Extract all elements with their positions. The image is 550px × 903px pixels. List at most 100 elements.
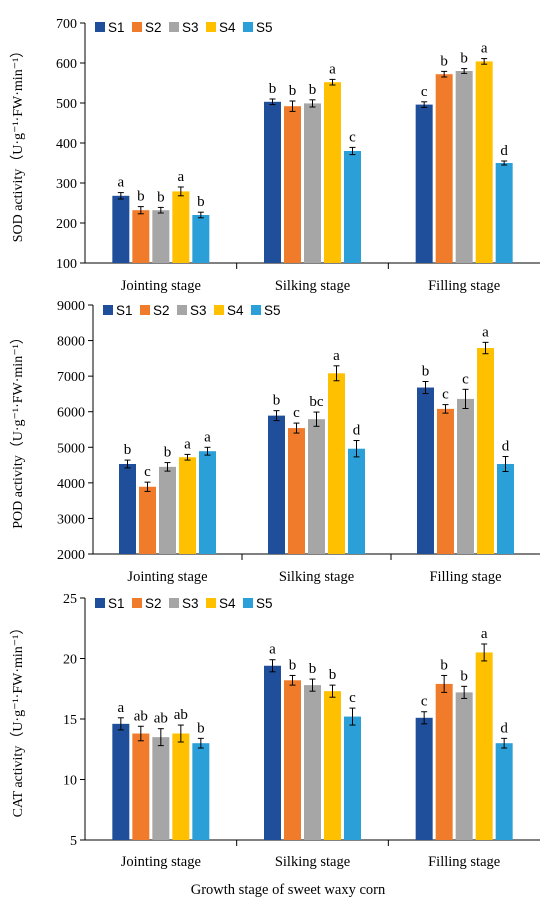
legend-label: S5: [264, 303, 281, 318]
significance-letter: a: [184, 436, 191, 452]
x-category-label: Filling stage: [428, 854, 500, 870]
significance-letter: a: [117, 700, 124, 716]
bar-s4: [172, 191, 190, 263]
bar-s3: [308, 419, 325, 554]
y-tick-label: 4000: [57, 477, 85, 492]
bar-s2: [435, 74, 453, 263]
bar-s2: [288, 428, 305, 554]
significance-letter: ab: [154, 711, 168, 727]
significance-letter: a: [269, 642, 276, 658]
significance-letter: b: [269, 81, 277, 97]
significance-letter: b: [460, 51, 468, 67]
bar-s4: [179, 457, 196, 554]
significance-letter: b: [124, 442, 132, 458]
bar-s5: [348, 448, 365, 554]
bar-s4: [475, 652, 493, 840]
x-category-label: Filling stage: [428, 278, 500, 294]
significance-letter: c: [421, 694, 428, 710]
significance-letter: d: [500, 143, 508, 159]
bar-s5: [192, 743, 210, 840]
y-tick-label: 2000: [57, 548, 85, 563]
legend-label: S4: [219, 596, 236, 611]
bar-s5: [497, 464, 514, 554]
y-tick-label: 5000: [57, 441, 85, 456]
bar-s2: [284, 680, 301, 840]
bar-s5: [192, 215, 210, 263]
x-category-label: Jointing stage: [127, 569, 207, 585]
legend: S1 S2 S3 S4 S5: [103, 303, 281, 318]
bar-s1: [264, 665, 281, 840]
legend-swatch-s3: [177, 305, 187, 315]
bar-s2: [437, 408, 454, 554]
significance-letter: a: [117, 175, 124, 191]
bar-s2: [435, 683, 453, 840]
legend-swatch-s5: [243, 598, 253, 608]
bar-s4: [172, 733, 190, 840]
bar-s2: [132, 733, 150, 840]
bar-s3: [159, 466, 176, 554]
y-tick-label: 15: [63, 713, 77, 728]
significance-letter: b: [273, 393, 281, 409]
bar-s2: [132, 210, 150, 263]
sod-chart: 100 200 300 400 500 600 700 SOD activity（U·g⁻¹·…: [10, 17, 540, 294]
significance-letter: c: [293, 405, 300, 421]
y-tick-label: 7000: [57, 370, 85, 385]
legend-label: S1: [116, 303, 133, 318]
bar-s1: [112, 195, 130, 263]
significance-letter: ab: [174, 707, 188, 723]
legend-label: S1: [108, 20, 125, 35]
significance-letter: d: [500, 720, 508, 736]
bar-s5: [344, 151, 361, 263]
bar-s3: [304, 685, 321, 840]
significance-letter: c: [442, 387, 449, 403]
bar-s1: [268, 415, 285, 554]
x-category-label: Jointing stage: [121, 854, 201, 870]
significance-letter: b: [289, 657, 297, 673]
legend-swatch-s4: [206, 598, 216, 608]
legend-swatch-s3: [169, 598, 179, 608]
x-category-label: Silking stage: [275, 278, 350, 294]
significance-letter: c: [144, 464, 151, 480]
pod-chart: 2000 3000 4000 5000 6000 7000 8000 9000 POD acti…: [10, 299, 540, 585]
significance-letter: b: [197, 720, 205, 736]
legend-label: S3: [182, 20, 199, 35]
significance-letter: c: [349, 690, 356, 706]
legend-swatch-s3: [169, 22, 179, 32]
significance-letter: b: [460, 668, 468, 684]
significance-letter: b: [440, 53, 448, 69]
bar-s5: [199, 451, 216, 554]
legend-swatch-s2: [132, 598, 142, 608]
significance-letter: b: [309, 661, 317, 677]
legend-label: S5: [256, 20, 273, 35]
significance-letter: b: [289, 83, 297, 99]
bar-s3: [152, 737, 170, 840]
legend-label: S4: [227, 303, 244, 318]
legend-swatch-s2: [132, 22, 142, 32]
y-tick-label: 3000: [57, 512, 85, 527]
y-tick-label: 200: [56, 217, 77, 232]
bar-s5: [344, 716, 361, 840]
x-category-label: Silking stage: [279, 569, 354, 585]
y-axis-label: POD activity（U·g⁻¹·FW·min⁻¹）: [10, 330, 26, 529]
y-tick-label: 10: [63, 774, 77, 789]
bar-s3: [152, 210, 170, 263]
bar-s1: [119, 464, 136, 554]
bar-s4: [475, 61, 493, 264]
significance-letter: c: [349, 129, 356, 145]
y-tick-label: 700: [56, 17, 77, 32]
y-axis-label: CAT activity（U·g⁻¹·FW·min⁻¹）: [10, 621, 26, 818]
significance-letter: b: [309, 82, 317, 98]
x-axis-title: Growth stage of sweet waxy corn: [191, 882, 386, 898]
y-tick-label: 300: [56, 177, 77, 192]
y-tick-label: 6000: [57, 406, 85, 421]
bar-s3: [455, 71, 473, 263]
x-category-label: Silking stage: [275, 854, 350, 870]
legend-swatch-s5: [251, 305, 261, 315]
legend: S1 S2 S3 S4 S5: [95, 20, 273, 35]
significance-letter: b: [157, 189, 165, 205]
y-tick-label: 9000: [57, 299, 85, 314]
y-tick-label: 25: [63, 592, 77, 607]
significance-letter: a: [329, 61, 336, 77]
y-tick-label: 600: [56, 57, 77, 72]
